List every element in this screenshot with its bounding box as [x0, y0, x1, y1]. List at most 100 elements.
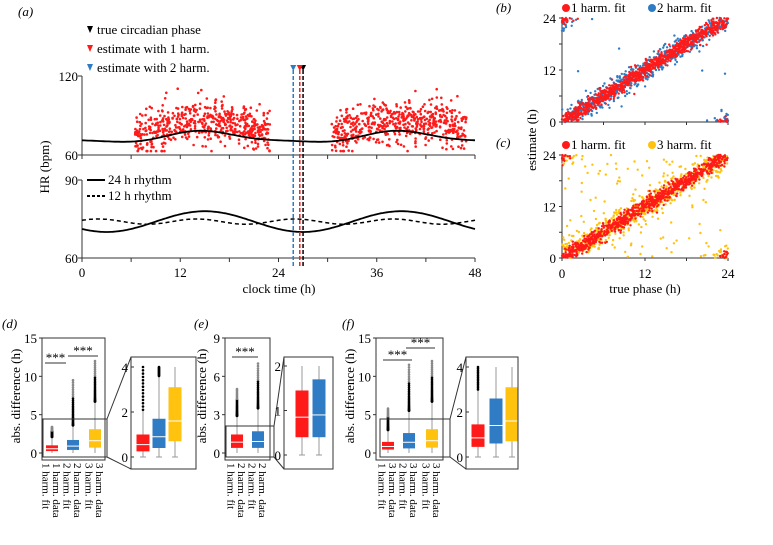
scatter-point: [587, 248, 590, 251]
scatter-point: [608, 84, 611, 87]
scatter-point: [626, 255, 629, 258]
outlier-point: [141, 369, 145, 372]
significance-label: ***: [46, 350, 66, 365]
scatter-point: [674, 58, 677, 62]
hr-data-point: [339, 149, 343, 153]
hr-data-point: [456, 129, 459, 132]
hr-data-point: [352, 117, 356, 120]
scatter-point: [623, 223, 627, 226]
scatter-point: [633, 92, 636, 96]
scatter-point: [679, 55, 682, 58]
hr-data-point: [399, 143, 403, 147]
scatter-point: [627, 208, 630, 211]
hr-data-point: [385, 121, 389, 125]
hr-data-point: [432, 118, 436, 121]
scatter-point: [678, 49, 681, 52]
scatter-point: [615, 84, 618, 87]
scatter-point: [632, 206, 635, 209]
scatter-point: [673, 40, 677, 43]
category-label-line: 2 harm. data: [235, 463, 247, 518]
scatter-point: [716, 119, 720, 123]
scatter-point: [710, 176, 713, 179]
scatter-point: [691, 184, 694, 187]
scatter-point: [561, 254, 564, 257]
scatter-point: [639, 65, 642, 68]
scatter-point: [710, 164, 714, 167]
scatter-point: [713, 24, 716, 28]
hr-data-point: [368, 136, 372, 139]
scatter-point: [637, 79, 640, 82]
outlier-point: [430, 366, 434, 369]
scatter-point: [723, 162, 726, 165]
inset-boxplot-yellow: [505, 367, 519, 458]
scatter-point: [692, 174, 696, 177]
hr-data-point: [414, 140, 417, 143]
scatter-point: [642, 212, 646, 216]
hr-data-point: [410, 119, 413, 122]
hr-data-point: [389, 109, 392, 113]
a-xtick-label: 36: [370, 265, 384, 280]
scatter-point: [579, 106, 583, 110]
scatter-point: [627, 227, 630, 230]
hr-data-point: [456, 120, 460, 124]
hr-data-point: [342, 117, 346, 121]
scatter-point: [603, 82, 606, 85]
boxplot-blue: [67, 378, 79, 453]
hr-data-point: [239, 131, 243, 135]
hr-data-point: [134, 127, 137, 131]
scatter-point: [578, 244, 582, 247]
scatter-point: [591, 240, 595, 244]
hr-data-point: [218, 122, 221, 125]
scatter-point: [648, 56, 651, 59]
hr-data-point: [366, 122, 370, 126]
scatter-point: [595, 111, 598, 115]
scatter-point: [724, 255, 728, 259]
scatter-point: [649, 192, 653, 195]
outlier-point: [71, 401, 75, 404]
hr-data-point: [223, 110, 226, 113]
scatter-point: [620, 219, 623, 222]
hr-data-point: [427, 127, 431, 130]
hr-data-point: [246, 144, 250, 148]
phase-marker-triangle: [290, 65, 297, 71]
scatter-point: [641, 200, 645, 203]
scatter-point: [709, 27, 712, 30]
hr-data-point: [145, 129, 148, 132]
hr-data-point: [330, 122, 334, 126]
scatter-points: [560, 153, 729, 260]
scatter-point: [629, 87, 632, 90]
scatter-point: [726, 156, 729, 160]
scatter-point: [689, 41, 693, 44]
outlier-point: [93, 364, 97, 367]
scatter-point: [707, 156, 711, 160]
scatter-point: [720, 108, 723, 112]
scatter-point: [580, 190, 583, 193]
scatter-point: [701, 170, 704, 174]
scatter-point: [662, 55, 665, 58]
scatter-point: [665, 247, 668, 250]
scatter-point: [629, 224, 632, 227]
legend-true-phase: true circadian phase: [97, 22, 201, 37]
scatter-point: [568, 17, 571, 20]
scatter-point: [683, 35, 686, 38]
scatter-point: [648, 189, 651, 193]
scatter-point: [718, 249, 721, 253]
hr-data-point: [388, 119, 392, 123]
scatter-point: [571, 162, 574, 165]
ytick-label: 9: [214, 331, 221, 346]
hr-data-point: [204, 122, 208, 125]
significance-label: ***: [73, 343, 93, 358]
scatter-point: [639, 252, 642, 256]
scatter-point: [648, 74, 651, 77]
hr-data-point: [449, 99, 453, 102]
scatter-point: [625, 210, 628, 213]
scatter-point: [619, 84, 623, 87]
scatter-point: [672, 47, 675, 50]
scatter-point: [720, 163, 724, 167]
scatter-point: [671, 171, 674, 174]
scatter-point: [675, 194, 678, 198]
a-xlabel: clock time (h): [243, 281, 316, 296]
f-ylabel: abs. difference (h): [342, 349, 357, 444]
outlier-point: [407, 386, 411, 389]
scatter-point: [687, 43, 690, 46]
